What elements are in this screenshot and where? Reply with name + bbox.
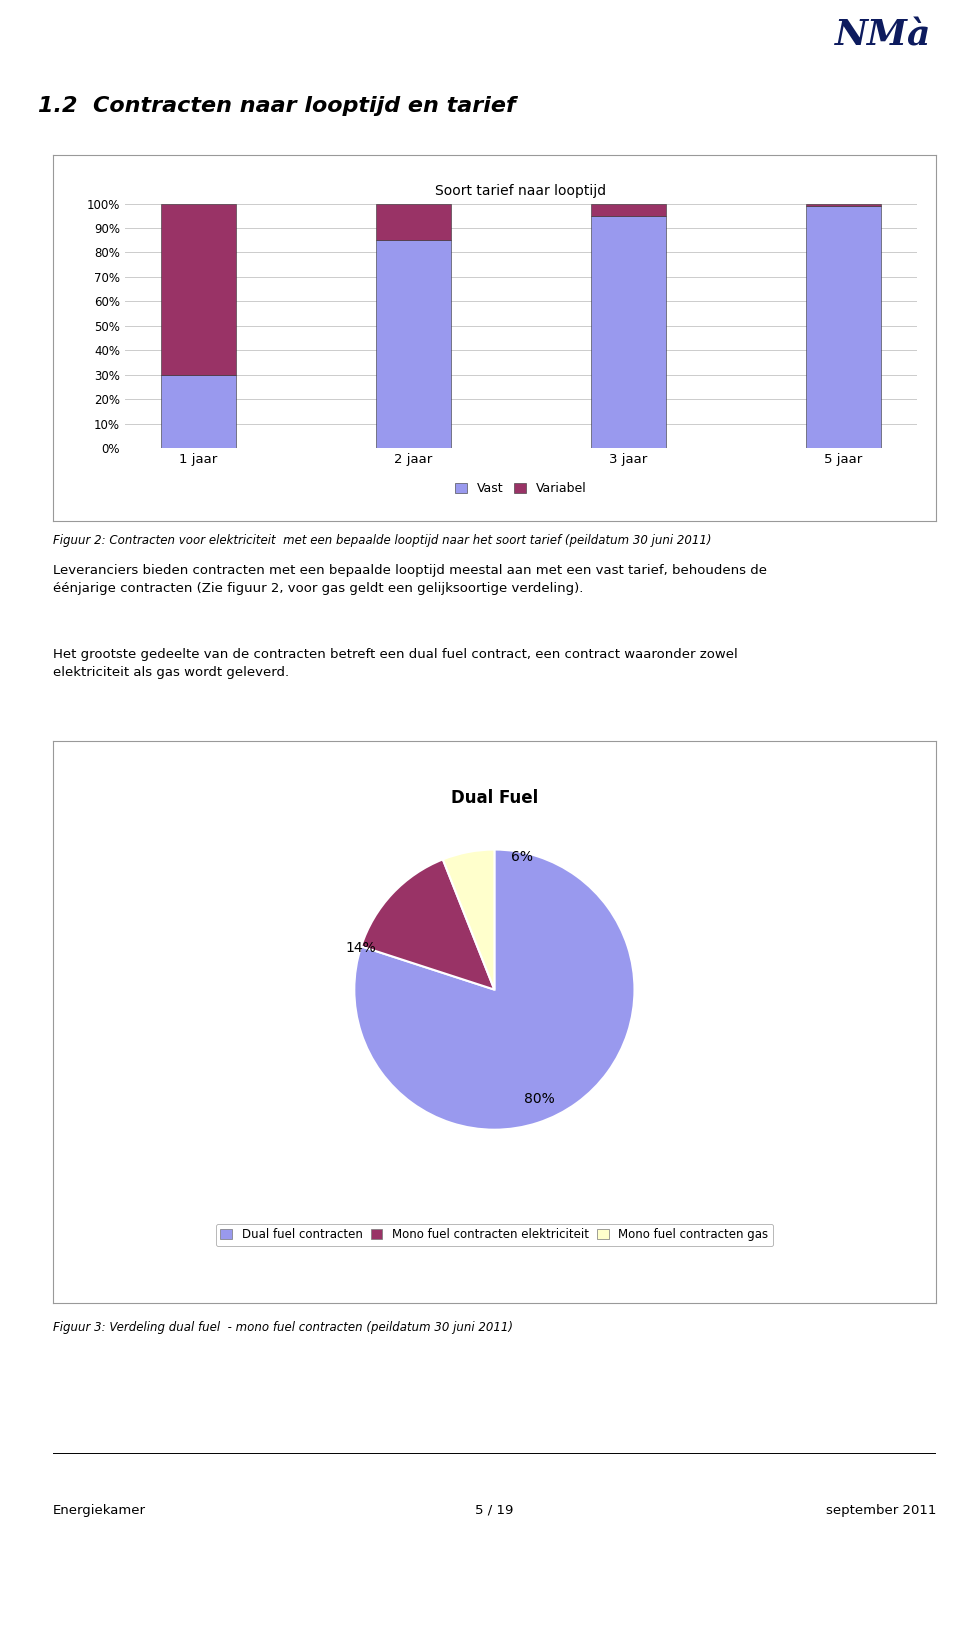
Text: 5 / 19: 5 / 19 bbox=[475, 1504, 514, 1517]
Text: Figuur 3: Verdeling dual fuel  - mono fuel contracten (peildatum 30 juni 2011): Figuur 3: Verdeling dual fuel - mono fue… bbox=[53, 1321, 513, 1334]
Bar bbox=[805, 204, 881, 205]
Text: 14%: 14% bbox=[346, 940, 376, 955]
Text: Het grootste gedeelte van de contracten betreft een dual fuel contract, een cont: Het grootste gedeelte van de contracten … bbox=[53, 648, 737, 679]
Bar bbox=[161, 375, 236, 448]
Text: 1.2  Contracten naar looptijd en tarief: 1.2 Contracten naar looptijd en tarief bbox=[38, 96, 516, 116]
Text: 80%: 80% bbox=[524, 1091, 555, 1106]
Legend: Dual fuel contracten, Mono fuel contracten elektriciteit, Mono fuel contracten g: Dual fuel contracten, Mono fuel contract… bbox=[216, 1223, 773, 1246]
Bar bbox=[590, 204, 666, 215]
Wedge shape bbox=[361, 860, 494, 989]
Text: NMà: NMà bbox=[835, 18, 931, 52]
Bar bbox=[375, 239, 451, 448]
Title: Soort tarief naar looptijd: Soort tarief naar looptijd bbox=[435, 184, 607, 199]
Text: Energiekamer: Energiekamer bbox=[53, 1504, 146, 1517]
Bar bbox=[805, 205, 881, 448]
Text: september 2011: september 2011 bbox=[826, 1504, 936, 1517]
Text: Leveranciers bieden contracten met een bepaalde looptijd meestal aan met een vas: Leveranciers bieden contracten met een b… bbox=[53, 564, 767, 595]
Text: 6%: 6% bbox=[512, 850, 534, 863]
Bar bbox=[590, 215, 666, 448]
Text: Figuur 2: Contracten voor elektriciteit  met een bepaalde looptijd naar het soor: Figuur 2: Contracten voor elektriciteit … bbox=[53, 534, 711, 547]
Bar bbox=[375, 204, 451, 239]
Title: Dual Fuel: Dual Fuel bbox=[451, 790, 538, 808]
Bar bbox=[161, 204, 236, 375]
Wedge shape bbox=[443, 850, 494, 989]
Wedge shape bbox=[354, 850, 635, 1131]
Legend: Vast, Variabel: Vast, Variabel bbox=[455, 482, 587, 495]
